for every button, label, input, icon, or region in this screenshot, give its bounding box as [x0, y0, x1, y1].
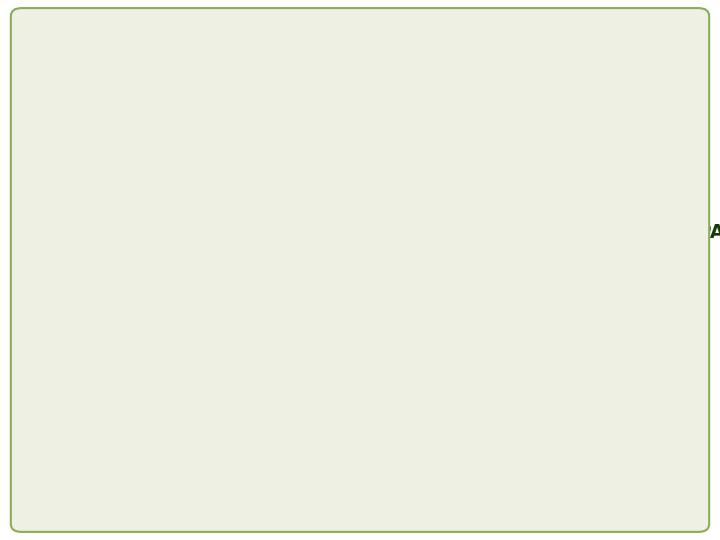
- Text: Cycle between adjustable inspiratory & expiratory (IPAP & EPAP): Cycle between adjustable inspiratory & e…: [59, 222, 720, 242]
- Text: Pressure target ventilation: Pressure target ventilation: [59, 141, 346, 161]
- Text: BIPAP (Bilevel positive airway pressure ): BIPAP (Bilevel positive airway pressure …: [43, 68, 585, 91]
- Text: Improve ventilation depends to difference of IPAP & EPAP: Improve ventilation depends to differenc…: [59, 438, 670, 458]
- Text: Mode(S, Time triggered ,S/T): Mode(S, Time triggered ,S/T): [59, 368, 366, 388]
- Text: IPAP=8-20 cm/H2O   EPAP=4-5: IPAP=8-20 cm/H2O EPAP=4-5: [59, 298, 379, 318]
